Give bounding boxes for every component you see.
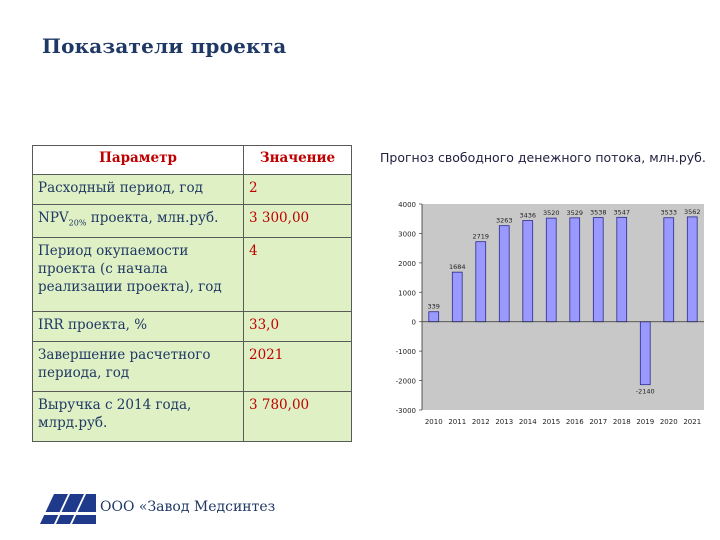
data-label: 1684 [449, 263, 466, 271]
table-row: NPV20% проекта, млн.руб. 3 300,00 [32, 204, 352, 238]
plot-area [422, 204, 704, 410]
bar [663, 217, 675, 323]
table-row: Завершение расчетного периода, год 2021 [32, 340, 352, 392]
bar [686, 216, 698, 323]
bar [451, 271, 463, 323]
y-tick-label: 2000 [398, 260, 416, 268]
bar [616, 216, 628, 323]
table-row: IRR проекта, % 33,0 [32, 310, 352, 342]
table-row: Выручка с 2014 года, млрд.руб. 3 780,00 [32, 390, 352, 442]
npv-label: NPV [38, 210, 69, 226]
table-row: Расходный период, год 2 [32, 174, 352, 205]
data-label: 3436 [519, 212, 536, 220]
param-value: 4 [243, 236, 352, 312]
header-value: Значение [243, 145, 352, 175]
param-value: 3 300,00 [243, 204, 352, 238]
bar [522, 220, 534, 323]
data-label: 3538 [590, 209, 607, 217]
bar [428, 311, 440, 323]
param-value: 2 [243, 174, 352, 205]
table-row: Период окупаемости проекта (с начала реа… [32, 236, 352, 312]
x-tick-label: 2018 [613, 418, 631, 426]
company-name: ООО «Завод Медсинтез [100, 499, 276, 515]
x-tick-label: 2010 [425, 418, 443, 426]
param-value: 2021 [243, 340, 352, 392]
x-tick-label: 2011 [448, 418, 466, 426]
param-name: Выручка с 2014 года, млрд.руб. [32, 390, 244, 442]
param-name: Завершение расчетного периода, год [32, 340, 244, 392]
bar [592, 217, 604, 323]
bar [639, 321, 651, 386]
parameters-table: Параметр Значение Расходный период, год … [32, 145, 352, 442]
data-label: 3263 [496, 217, 513, 225]
x-tick-label: 2017 [589, 418, 607, 426]
x-tick-label: 2020 [660, 418, 678, 426]
data-label: 3533 [660, 209, 677, 217]
npv-rate: 20% [68, 218, 87, 228]
cashflow-bar-chart: 4000 3000 2000 1000 0 -1000 -2000 -3000 339 2010 1… [396, 201, 704, 426]
data-label: 339 [428, 303, 440, 311]
param-name: IRR проекта, % [32, 310, 244, 342]
data-label: -2140 [636, 388, 655, 396]
param-name: Расходный период, год [32, 174, 244, 205]
bar [475, 241, 487, 323]
bar [545, 217, 557, 323]
data-label: 3529 [566, 209, 583, 217]
param-name: Период окупаемости проекта (с начала реа… [32, 236, 244, 312]
table-header-row: Параметр Значение [32, 145, 352, 175]
x-tick-label: 2014 [519, 418, 537, 426]
page-title: Показатели проекта [42, 34, 287, 58]
bar [498, 225, 510, 323]
data-label: 3547 [613, 208, 630, 216]
param-value: 3 780,00 [243, 390, 352, 442]
x-tick-label: 2013 [495, 418, 513, 426]
x-tick-label: 2019 [636, 418, 654, 426]
npv-suffix: проекта, млн.руб. [86, 210, 219, 226]
y-tick-label: 0 [412, 319, 416, 327]
y-tick-label: -2000 [396, 378, 416, 386]
param-value: 33,0 [243, 310, 352, 342]
header-parameter: Параметр [32, 145, 244, 175]
data-label: 3520 [543, 209, 560, 217]
bar [569, 217, 581, 323]
chart-title: Прогноз свободного денежного потока, млн… [380, 150, 706, 165]
y-tick-label: 1000 [398, 289, 416, 297]
x-tick-label: 2012 [472, 418, 490, 426]
company-logo [40, 494, 96, 524]
param-name: NPV20% проекта, млн.руб. [32, 204, 244, 238]
data-label: 2719 [472, 233, 489, 241]
y-tick-label: -1000 [396, 348, 416, 356]
data-label: 3562 [684, 208, 701, 216]
y-tick-label: -3000 [396, 407, 416, 415]
x-tick-label: 2015 [542, 418, 560, 426]
x-tick-label: 2021 [683, 418, 701, 426]
x-tick-label: 2016 [566, 418, 584, 426]
y-tick-label: 3000 [398, 230, 416, 238]
y-tick-label: 4000 [398, 201, 416, 209]
